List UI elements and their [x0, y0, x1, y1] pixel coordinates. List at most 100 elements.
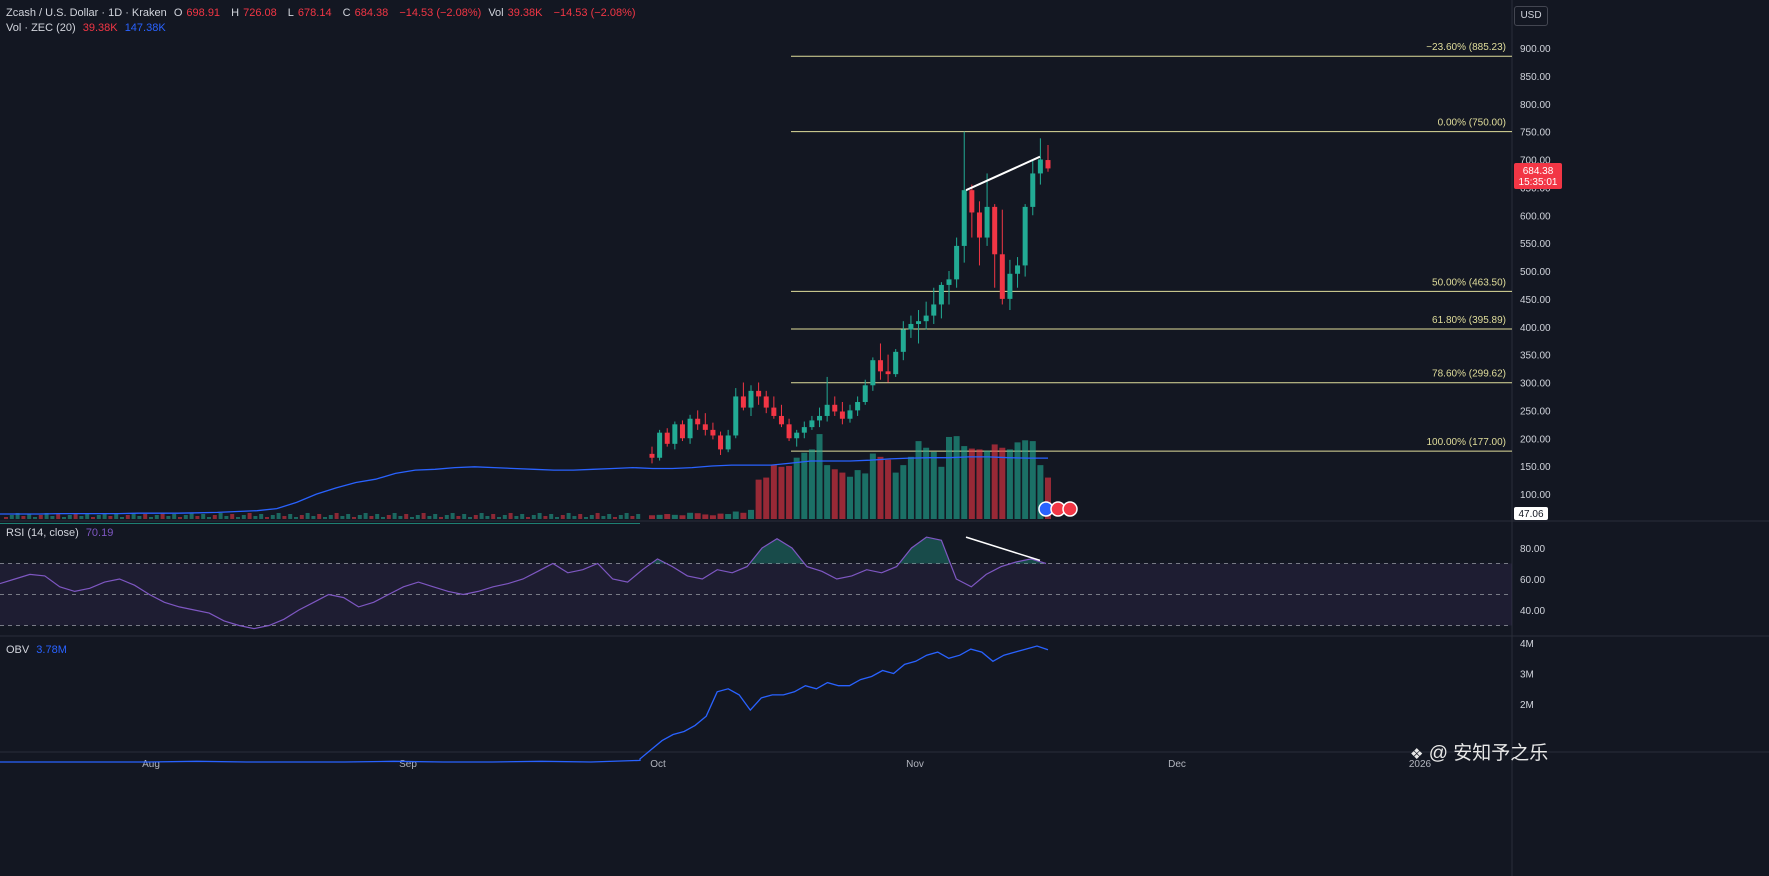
volume-bar	[189, 513, 194, 519]
volume-bar	[537, 513, 542, 519]
volume-bar	[473, 515, 478, 519]
volume-bar	[305, 513, 310, 519]
volume-bar	[160, 513, 165, 519]
volume-bar	[938, 466, 945, 519]
volume-bar	[502, 515, 507, 519]
volume-bar	[230, 514, 235, 519]
volume-bar	[485, 516, 490, 519]
volume-bar	[253, 516, 258, 519]
volume-bar	[831, 469, 838, 519]
rsi-divergence-line	[965, 536, 1041, 562]
date-tick-label: Oct	[650, 759, 666, 770]
volume-bar	[479, 513, 484, 519]
fib-level-label: 61.80% (395.89)	[1432, 315, 1506, 326]
volume-bar	[624, 513, 629, 519]
obv-label[interactable]: OBV	[6, 644, 30, 656]
volume-bar	[143, 514, 148, 519]
price-tick-label: 550.00	[1520, 239, 1551, 250]
candle-body	[824, 404, 830, 416]
volume-bar	[410, 517, 414, 519]
volume-bar	[9, 515, 14, 519]
candle-body	[710, 429, 716, 436]
volume-bar	[114, 514, 119, 519]
candle-body	[832, 404, 838, 412]
volume-bar	[630, 516, 635, 519]
obv-value: 3.78M	[36, 644, 67, 656]
candle-body	[877, 360, 883, 372]
volume-bar	[27, 514, 32, 519]
price-tick-label: 900.00	[1520, 44, 1551, 55]
volume-bar	[328, 515, 333, 519]
volume-bar	[664, 514, 671, 519]
change-value: −14.53 (−2.08%)	[399, 7, 482, 19]
volume-bar	[1006, 449, 1013, 519]
volume-bar	[854, 470, 861, 519]
volume-bar	[709, 515, 716, 519]
volume-bar	[352, 517, 356, 519]
symbol-title[interactable]: Zcash / U.S. Dollar · 1D · Kraken	[6, 7, 167, 19]
volume-bar	[961, 446, 968, 519]
fib-level-label: 100.00% (177.00)	[1426, 437, 1506, 448]
obv-tick-label: 4M	[1520, 639, 1534, 650]
volume-bar	[1045, 477, 1051, 519]
volume-bar	[166, 516, 171, 519]
volume-bar	[725, 514, 732, 519]
candle-body	[900, 329, 906, 352]
candle-body	[908, 323, 914, 330]
rsi-label[interactable]: RSI (14, close)	[6, 527, 79, 539]
candle-body	[817, 415, 823, 421]
date-tick-label: Sep	[399, 759, 417, 770]
volume-bar	[288, 514, 293, 519]
candle-body	[672, 424, 678, 444]
volume-bar	[241, 515, 246, 519]
volume-indicator-label[interactable]: Vol · ZEC (20)	[6, 22, 76, 34]
volume-bar	[968, 448, 975, 519]
candle-body	[718, 435, 724, 450]
price-tick-label: 200.00	[1520, 434, 1551, 445]
volume-bar	[91, 517, 95, 519]
candle-body	[748, 390, 754, 408]
volume-bar	[44, 513, 49, 519]
volume-bar	[102, 513, 107, 519]
fib-level-label: −23.60% (885.23)	[1426, 42, 1506, 53]
candle-body	[1007, 273, 1013, 299]
volume-bar	[85, 514, 90, 519]
candle-body	[763, 396, 769, 408]
volume-bar	[578, 514, 583, 519]
volume-bar	[877, 456, 884, 519]
volume-bar	[50, 516, 55, 519]
candle-body	[839, 411, 845, 419]
price-tick-label: 100.00	[1520, 490, 1551, 501]
rsi-line	[0, 536, 1047, 630]
volume-bar	[601, 516, 606, 519]
volume-bar	[137, 516, 142, 519]
candle-body	[756, 390, 762, 397]
volume-bar	[748, 509, 754, 519]
volume-ma-line	[0, 456, 1048, 515]
candle-body	[999, 254, 1005, 299]
candle-body	[946, 279, 952, 285]
watermark-text: @ 安知予之乐	[1428, 743, 1549, 764]
volume-bar	[732, 511, 739, 519]
volume-bar	[247, 513, 252, 519]
candle-body	[786, 424, 792, 439]
price-tick-label: 150.00	[1520, 462, 1551, 473]
candle-body	[885, 371, 891, 375]
candle-body	[771, 407, 777, 416]
price-tick-label: 300.00	[1520, 379, 1551, 390]
fib-level-label: 0.00% (750.00)	[1438, 118, 1506, 129]
candle-body	[923, 315, 929, 322]
volume-bar	[183, 515, 188, 519]
volume-bar	[311, 516, 316, 519]
volume-bar	[62, 517, 66, 519]
volume-bar	[526, 517, 530, 519]
currency-button[interactable]: USD	[1514, 6, 1548, 26]
volume-bar	[984, 450, 991, 519]
volume-bar	[299, 515, 304, 519]
volume-bar	[195, 516, 200, 519]
low-value: L 678.14	[287, 7, 332, 19]
open-value: O 698.91	[173, 7, 221, 19]
volume-bar	[450, 513, 455, 519]
volume-bar	[907, 456, 914, 519]
